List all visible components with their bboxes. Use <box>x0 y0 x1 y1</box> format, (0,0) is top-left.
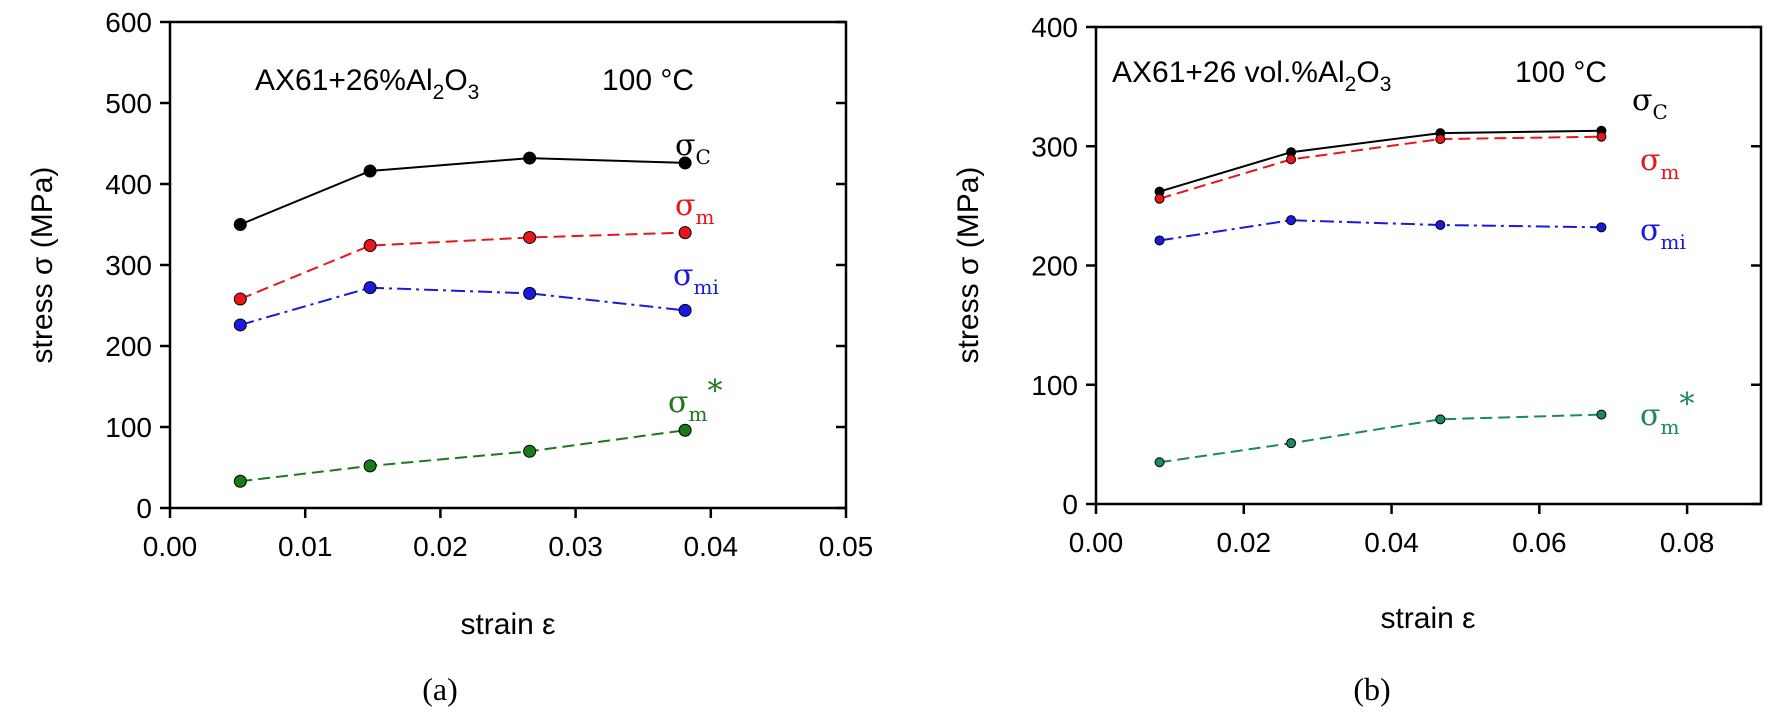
x-tick-label: 0.01 <box>278 531 333 562</box>
data-point <box>233 292 247 306</box>
series-label: σC <box>1632 83 1668 124</box>
y-tick-label: 0 <box>1062 489 1078 520</box>
data-point <box>1435 134 1446 145</box>
annotation-material-b: AX61+26 vol.%Al2O3 <box>1112 56 1391 96</box>
y-tick-label: 300 <box>1031 131 1078 162</box>
series-label: σm <box>1640 143 1679 184</box>
x-tick-label: 0.00 <box>143 531 198 562</box>
x-tick-label: 0.03 <box>548 531 603 562</box>
series-line-σm <box>239 231 686 300</box>
x-axis-label-a: strain ε <box>460 608 555 641</box>
y-tick-label: 200 <box>1031 251 1078 282</box>
y-tick-label: 300 <box>105 250 152 281</box>
y-tick-label: 600 <box>105 7 152 38</box>
annotation-temperature-a: 100 °C <box>602 64 694 97</box>
data-point <box>233 218 247 231</box>
annotation-material-a: AX61+26%Al2O3 <box>255 64 479 104</box>
x-tick-label: 0.08 <box>1660 527 1715 558</box>
data-point <box>523 230 537 244</box>
series-label: σm* <box>668 374 722 426</box>
y-tick-label: 500 <box>105 88 152 119</box>
chart-panel-a: 0.00 0.01 0.02 0.03 0.04 0.05 0 100 200 300 400 50… <box>26 7 873 707</box>
data-point <box>1286 438 1297 449</box>
y-tick-label: 100 <box>1031 370 1078 401</box>
x-tick-label: 0.00 <box>1069 527 1124 558</box>
annotation-temperature-b: 100 °C <box>1515 56 1607 89</box>
data-point <box>1596 409 1607 420</box>
x-tick-label: 0.06 <box>1512 527 1567 558</box>
data-point <box>678 226 692 240</box>
data-point <box>678 303 692 317</box>
series-line-σm* <box>240 429 686 483</box>
series-label: σmi <box>673 258 719 299</box>
y-tick-label: 0 <box>136 493 152 524</box>
series-label: σm* <box>1640 387 1694 439</box>
data-point <box>1435 219 1446 230</box>
series-label: σC <box>675 128 711 169</box>
data-point <box>363 164 377 178</box>
y-axis-label-a: stress σ (MPa) <box>26 167 59 364</box>
data-point <box>1435 414 1446 425</box>
series-line-σmi <box>240 286 686 326</box>
data-point <box>1154 193 1165 204</box>
data-point <box>233 474 247 488</box>
y-axis-label-b: stress σ (MPa) <box>952 167 985 364</box>
data-point <box>363 281 377 295</box>
data-point <box>523 286 537 300</box>
series-line-σmi <box>1159 219 1602 242</box>
data-point <box>363 239 377 253</box>
x-tick-label: 0.02 <box>1217 527 1272 558</box>
data-point <box>1154 457 1165 468</box>
panel-label-b: (b) <box>1353 671 1390 707</box>
y-tick-label: 100 <box>105 412 152 443</box>
x-axis-label-b: strain ε <box>1380 602 1475 635</box>
series-line-σC <box>1159 129 1602 193</box>
data-point <box>1286 154 1297 165</box>
data-point <box>523 444 537 458</box>
chart-panel-b: 0.00 0.02 0.04 0.06 0.08 0 100 200 300 400 AX61+… <box>952 12 1763 707</box>
y-tick-label: 400 <box>105 169 152 200</box>
x-tick-label: 0.04 <box>1364 527 1419 558</box>
data-point <box>363 459 377 473</box>
y-tick-label: 200 <box>105 331 152 362</box>
series-line-σm* <box>1159 413 1602 464</box>
data-point <box>233 318 247 332</box>
x-tick-label: 0.04 <box>684 531 739 562</box>
x-tick-label: 0.05 <box>819 531 874 562</box>
data-point <box>678 156 692 170</box>
data-point <box>523 151 537 165</box>
data-point <box>678 423 692 437</box>
data-point <box>1596 131 1607 142</box>
series-line-σm <box>1159 135 1602 200</box>
data-point <box>1286 215 1297 226</box>
data-point <box>1154 235 1165 246</box>
panel-label-a: (a) <box>422 671 458 707</box>
series-line-σC <box>239 157 686 226</box>
series-label: σm <box>675 188 714 229</box>
x-tick-label: 0.02 <box>413 531 468 562</box>
series-label: σmi <box>1640 213 1686 254</box>
y-tick-label: 400 <box>1031 12 1078 43</box>
data-point <box>1596 222 1607 233</box>
